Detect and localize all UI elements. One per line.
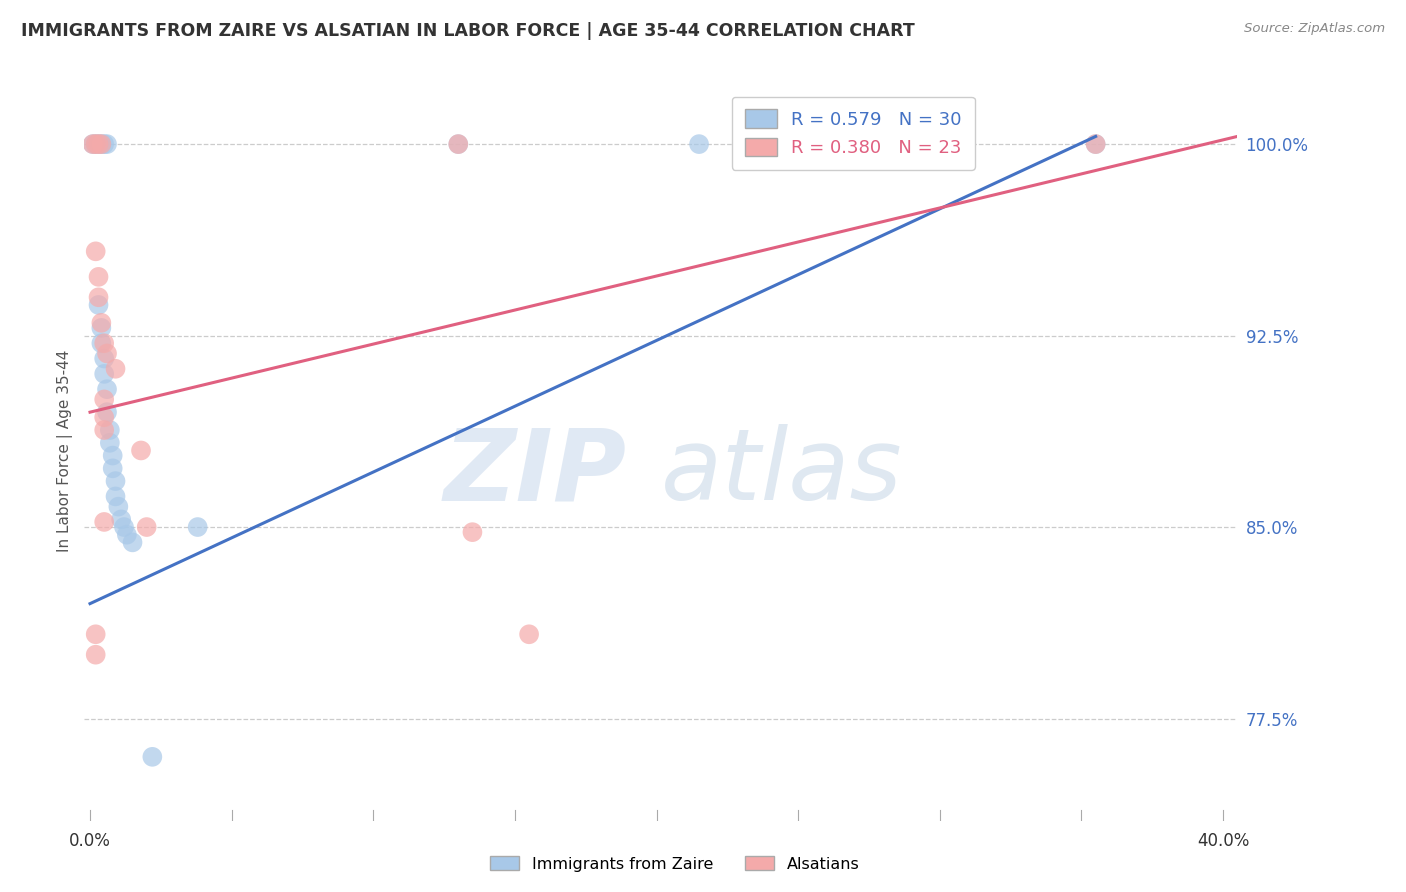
Point (93, 351, 115, 366)
Point (84, 627, 107, 641)
Point (104, 490, 127, 504)
Point (1084, 137, 1107, 152)
Point (82, 137, 104, 152)
Point (90, 336, 112, 351)
Point (98, 423, 121, 437)
Point (90, 137, 112, 152)
Point (187, 520, 209, 534)
Point (87, 290, 110, 304)
Point (84, 244, 107, 259)
Point (93, 367, 115, 381)
Point (93, 392, 115, 407)
Point (93, 423, 115, 437)
Point (112, 520, 135, 534)
Text: atlas: atlas (661, 425, 903, 521)
Point (447, 137, 470, 152)
Point (93, 515, 115, 529)
Legend: Immigrants from Zaire, Alsatians: Immigrants from Zaire, Alsatians (482, 848, 868, 880)
Point (93, 410, 115, 425)
Point (84, 137, 107, 152)
Point (96, 346, 118, 360)
Point (84, 137, 107, 152)
Point (121, 535, 143, 549)
Point (141, 749, 163, 764)
Text: IMMIGRANTS FROM ZAIRE VS ALSATIAN IN LABOR FORCE | AGE 35-44 CORRELATION CHART: IMMIGRANTS FROM ZAIRE VS ALSATIAN IN LAB… (21, 22, 915, 40)
Point (98, 435, 121, 450)
Point (96, 137, 118, 152)
Point (82, 137, 104, 152)
Point (84, 648, 107, 662)
Point (101, 449, 124, 463)
Point (135, 520, 157, 534)
Point (461, 525, 484, 540)
Point (107, 500, 129, 514)
Point (101, 461, 124, 475)
Text: Source: ZipAtlas.com: Source: ZipAtlas.com (1244, 22, 1385, 36)
Point (93, 336, 115, 351)
Y-axis label: In Labor Force | Age 35-44: In Labor Force | Age 35-44 (58, 350, 73, 551)
Point (87, 269, 110, 284)
Point (87, 298, 110, 312)
Point (90, 321, 112, 335)
Point (447, 137, 470, 152)
Point (90, 137, 112, 152)
Text: ZIP: ZIP (443, 425, 626, 521)
Point (90, 316, 112, 330)
Point (928, 132, 950, 146)
Point (688, 137, 710, 152)
Point (93, 137, 115, 152)
Point (96, 405, 118, 419)
Point (1084, 137, 1107, 152)
Point (87, 137, 110, 152)
Point (517, 627, 540, 641)
Point (104, 361, 127, 376)
Point (104, 474, 127, 488)
Point (110, 512, 132, 526)
Point (115, 527, 138, 541)
Point (129, 443, 152, 458)
Point (96, 382, 118, 396)
Point (87, 137, 110, 152)
Legend: R = 0.579   N = 30, R = 0.380   N = 23: R = 0.579 N = 30, R = 0.380 N = 23 (733, 96, 974, 169)
